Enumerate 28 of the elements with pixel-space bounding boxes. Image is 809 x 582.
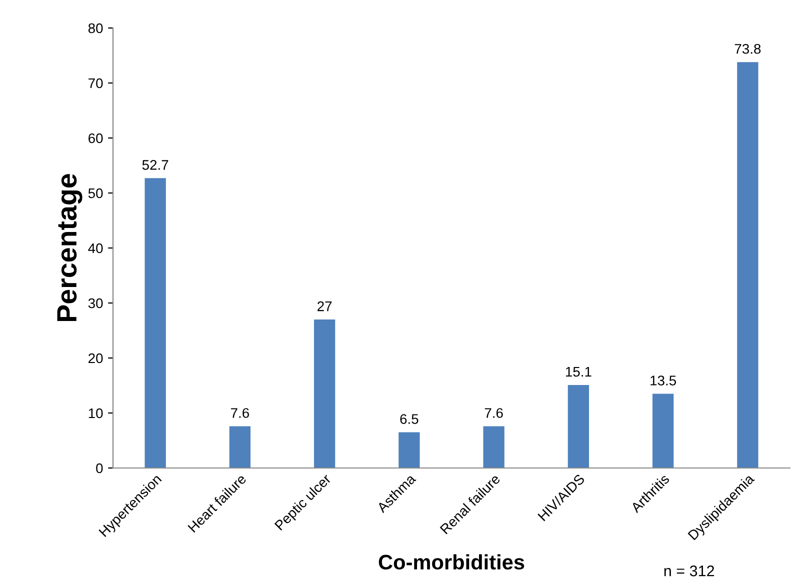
y-tick-label: 0 bbox=[96, 463, 103, 474]
bar bbox=[314, 320, 336, 468]
y-tick-label: 70 bbox=[88, 78, 103, 88]
bar bbox=[737, 62, 758, 468]
y-tick-label: 20 bbox=[88, 353, 103, 364]
bar bbox=[652, 394, 674, 468]
data-label: 7.6 bbox=[484, 408, 503, 418]
text: n = 312 bbox=[664, 566, 714, 576]
bar bbox=[229, 426, 251, 468]
data-label: 73.8 bbox=[734, 44, 761, 54]
y-tick-label: 50 bbox=[88, 188, 103, 198]
y-tick-label: 60 bbox=[88, 133, 103, 144]
bar bbox=[144, 178, 166, 468]
bar bbox=[398, 432, 420, 468]
data-label: 7.6 bbox=[230, 408, 249, 418]
data-label: 6.5 bbox=[400, 414, 418, 424]
y-tick-label: 80 bbox=[88, 23, 103, 34]
data-label: 13.5 bbox=[650, 376, 676, 386]
data-label: 52.7 bbox=[142, 160, 168, 170]
y-tick-label: 30 bbox=[88, 298, 103, 308]
bar bbox=[568, 384, 590, 468]
data-label: 27 bbox=[318, 301, 332, 312]
data-label: 15.1 bbox=[566, 366, 592, 377]
y-axis-title: Percentage bbox=[57, 174, 82, 322]
x-axis-title: Co-morbidities bbox=[378, 554, 524, 570]
y-tick-label: 40 bbox=[88, 243, 103, 254]
bar bbox=[483, 426, 504, 468]
y-tick-label: 10 bbox=[88, 408, 103, 418]
